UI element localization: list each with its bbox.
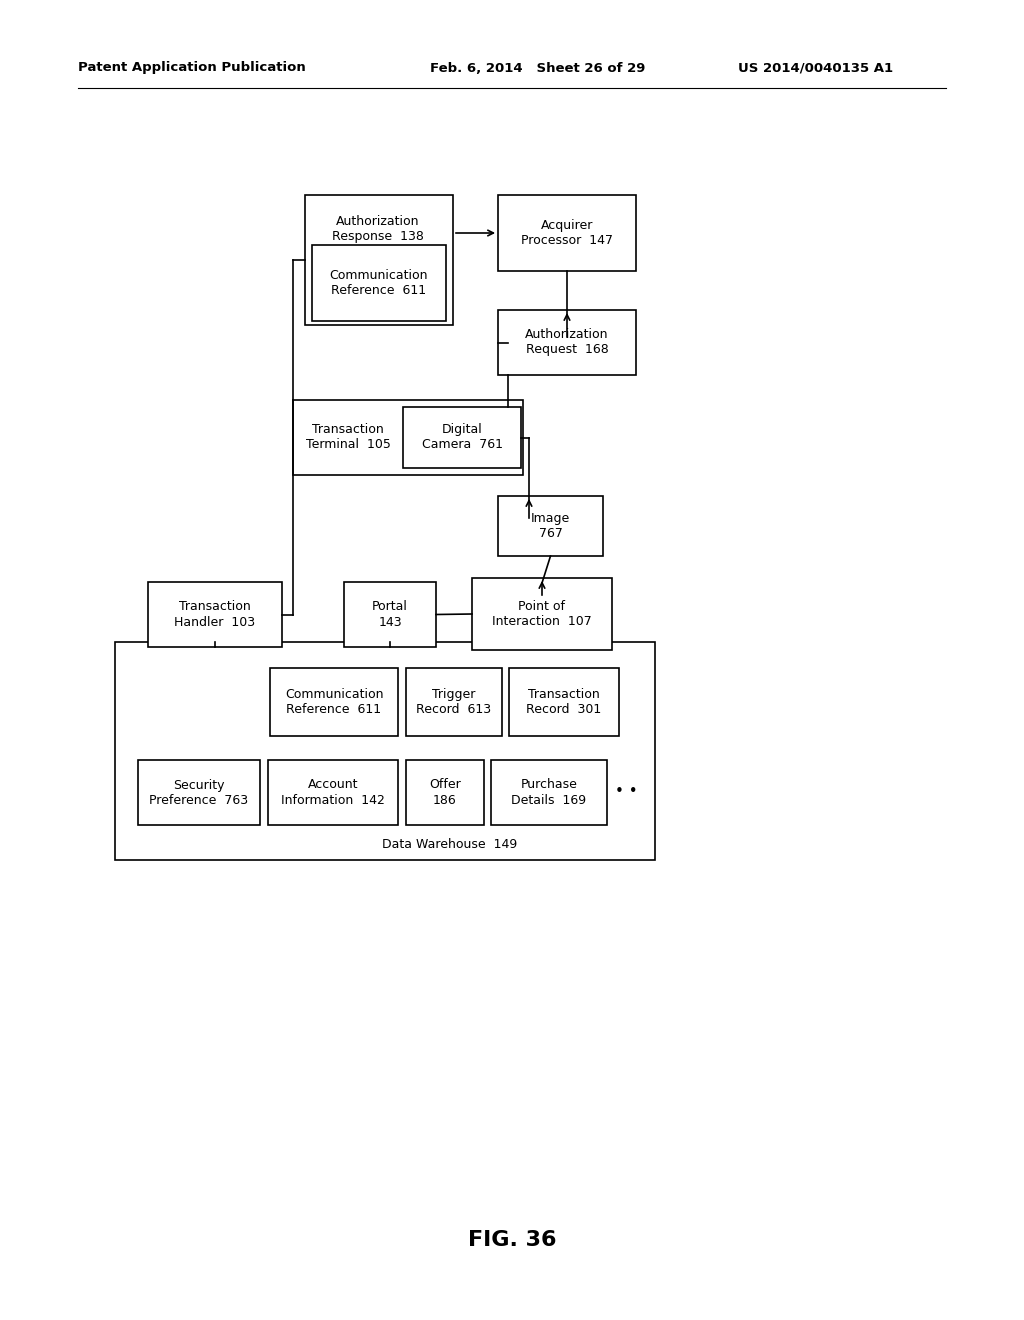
Text: Account
Information  142: Account Information 142 bbox=[281, 779, 385, 807]
Text: Feb. 6, 2014   Sheet 26 of 29: Feb. 6, 2014 Sheet 26 of 29 bbox=[430, 62, 645, 74]
Bar bbox=[305, 195, 453, 325]
Text: US 2014/0040135 A1: US 2014/0040135 A1 bbox=[738, 62, 893, 74]
Bar bbox=[293, 400, 523, 475]
Text: Transaction
Terminal  105: Transaction Terminal 105 bbox=[305, 422, 390, 451]
Text: Purchase
Details  169: Purchase Details 169 bbox=[511, 779, 587, 807]
Bar bbox=[498, 496, 603, 556]
Bar bbox=[403, 407, 521, 469]
Text: Communication
Reference  611: Communication Reference 611 bbox=[330, 269, 428, 297]
Bar bbox=[509, 668, 618, 737]
Text: Authorization
Response  138: Authorization Response 138 bbox=[332, 215, 424, 243]
Text: • •: • • bbox=[615, 784, 638, 800]
Text: Digital
Camera  761: Digital Camera 761 bbox=[422, 424, 503, 451]
Bar bbox=[148, 582, 282, 647]
Text: Transaction
Record  301: Transaction Record 301 bbox=[526, 688, 602, 715]
Text: Portal
143: Portal 143 bbox=[372, 601, 408, 628]
Text: Transaction
Handler  103: Transaction Handler 103 bbox=[174, 601, 256, 628]
Text: Point of
Interaction  107: Point of Interaction 107 bbox=[493, 601, 592, 628]
Bar bbox=[498, 310, 636, 375]
Text: Authorization
Request  168: Authorization Request 168 bbox=[525, 329, 608, 356]
Text: FIG. 36: FIG. 36 bbox=[468, 1230, 556, 1250]
Text: Trigger
Record  613: Trigger Record 613 bbox=[417, 688, 492, 715]
Text: Offer
186: Offer 186 bbox=[429, 779, 461, 807]
Bar bbox=[406, 760, 484, 825]
Bar bbox=[498, 195, 636, 271]
Bar bbox=[268, 760, 398, 825]
Text: Image
767: Image 767 bbox=[530, 512, 570, 540]
Text: Acquirer
Processor  147: Acquirer Processor 147 bbox=[521, 219, 613, 247]
Bar bbox=[270, 668, 398, 737]
Bar bbox=[472, 578, 612, 649]
Bar bbox=[115, 642, 655, 861]
Bar bbox=[312, 246, 446, 321]
Text: Patent Application Publication: Patent Application Publication bbox=[78, 62, 306, 74]
Bar bbox=[138, 760, 260, 825]
Text: Data Warehouse  149: Data Warehouse 149 bbox=[382, 838, 517, 851]
Bar bbox=[490, 760, 607, 825]
Text: Security
Preference  763: Security Preference 763 bbox=[150, 779, 249, 807]
Bar bbox=[406, 668, 502, 737]
Bar bbox=[344, 582, 436, 647]
Text: Communication
Reference  611: Communication Reference 611 bbox=[285, 688, 383, 715]
